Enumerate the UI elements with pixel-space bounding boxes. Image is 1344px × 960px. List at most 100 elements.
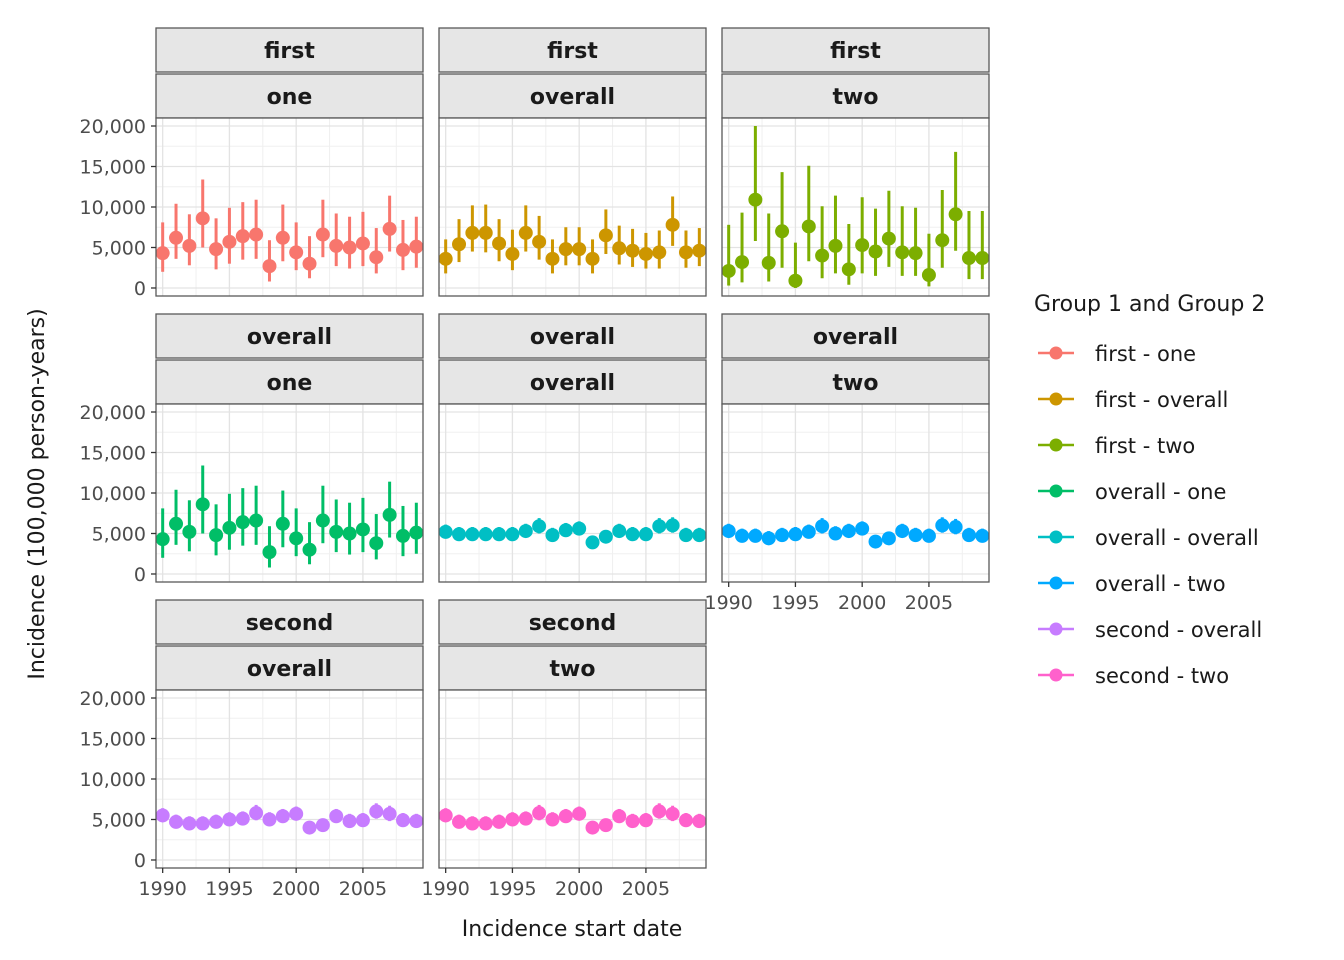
data-point — [505, 246, 520, 261]
data-point — [382, 806, 397, 821]
data-point — [409, 525, 424, 540]
data-point — [395, 528, 410, 543]
data-point — [665, 217, 680, 232]
data-point — [329, 809, 344, 824]
data-point — [155, 532, 170, 547]
data-point — [492, 236, 507, 251]
data-point — [908, 528, 923, 543]
data-point — [492, 814, 507, 829]
data-point — [855, 521, 870, 536]
data-point — [465, 225, 480, 240]
data-point — [558, 523, 573, 538]
strip-bottom-label: one — [267, 371, 313, 396]
facet-panel: overall one 0 5,000 10,000 15,000 20,000 — [80, 313, 424, 586]
data-point — [478, 225, 493, 240]
data-point — [895, 245, 910, 260]
data-point — [961, 528, 976, 543]
strip-bottom — [155, 359, 424, 405]
data-point — [692, 814, 707, 829]
data-point — [438, 808, 453, 823]
strip-top-label: overall — [530, 325, 615, 350]
y-tick-label: 5,000 — [92, 809, 146, 831]
data-point — [598, 818, 613, 833]
x-tick-label: 1995 — [205, 878, 253, 900]
data-point — [275, 809, 290, 824]
x-tick-label: 2000 — [272, 878, 320, 900]
data-point — [545, 528, 560, 543]
legend-key-point — [1049, 438, 1063, 452]
x-tick-label: 2000 — [838, 592, 886, 614]
data-point — [948, 207, 963, 222]
y-tick-label: 20,000 — [80, 116, 146, 138]
legend-item: overall - one — [1038, 480, 1226, 504]
data-point — [678, 245, 693, 260]
legend-key-point — [1049, 346, 1063, 360]
y-tick-label: 0 — [134, 278, 146, 300]
strip-bottom — [438, 73, 707, 119]
data-point — [735, 255, 750, 270]
data-point — [302, 256, 317, 271]
data-point — [222, 234, 237, 249]
data-point — [961, 251, 976, 266]
facet-panel: first two — [721, 27, 990, 297]
strip-bottom-label: two — [833, 85, 879, 110]
facet-panel: second overall 0 5,000 10,000 15,000 20,000 199… — [80, 599, 424, 900]
data-point — [572, 806, 587, 821]
data-point — [275, 516, 290, 531]
legend-key-point — [1049, 622, 1063, 636]
data-point — [721, 263, 736, 278]
data-point — [612, 241, 627, 256]
data-point — [355, 813, 370, 828]
data-point — [302, 820, 317, 835]
data-point — [235, 515, 250, 530]
strip-top — [155, 599, 424, 645]
data-point — [692, 528, 707, 543]
legend-item: first - two — [1038, 434, 1195, 458]
data-point — [585, 251, 600, 266]
strip-top-label: first — [264, 39, 315, 64]
y-axis-title: Incidence (100,000 person-years) — [25, 308, 50, 679]
x-tick-label: 1995 — [488, 878, 536, 900]
data-point — [195, 211, 210, 226]
data-point — [195, 816, 210, 831]
legend-item: overall - overall — [1038, 526, 1259, 550]
data-point — [155, 246, 170, 261]
strip-top-label: second — [246, 611, 334, 636]
data-point — [855, 238, 870, 253]
data-point — [505, 527, 520, 542]
legend-item: second - two — [1038, 664, 1229, 688]
data-point — [182, 816, 197, 831]
y-tick-label: 0 — [134, 564, 146, 586]
legend: Group 1 and Group 2 first - one first - o… — [1034, 292, 1265, 688]
data-point — [155, 808, 170, 823]
data-point — [948, 520, 963, 535]
panel-border — [438, 117, 707, 297]
data-point — [545, 812, 560, 827]
data-point — [355, 236, 370, 251]
data-point — [532, 234, 547, 249]
data-point — [775, 528, 790, 543]
data-point — [868, 534, 883, 549]
data-point — [975, 251, 990, 266]
strip-bottom-label: two — [833, 371, 879, 396]
data-point — [665, 806, 680, 821]
data-point — [638, 813, 653, 828]
data-point — [881, 231, 896, 246]
data-point — [289, 806, 304, 821]
x-tick-label: 1990 — [138, 878, 186, 900]
data-point — [585, 820, 600, 835]
x-tick-label: 1990 — [704, 592, 752, 614]
legend-label: second - two — [1095, 664, 1229, 688]
strip-top — [155, 313, 424, 359]
data-point — [289, 531, 304, 546]
data-point — [222, 812, 237, 827]
data-point — [409, 814, 424, 829]
y-tick-label: 15,000 — [80, 443, 146, 465]
data-point — [815, 519, 830, 534]
panel-border — [438, 403, 707, 583]
data-point — [532, 806, 547, 821]
data-point — [182, 524, 197, 539]
data-point — [209, 242, 224, 257]
data-point — [692, 243, 707, 258]
